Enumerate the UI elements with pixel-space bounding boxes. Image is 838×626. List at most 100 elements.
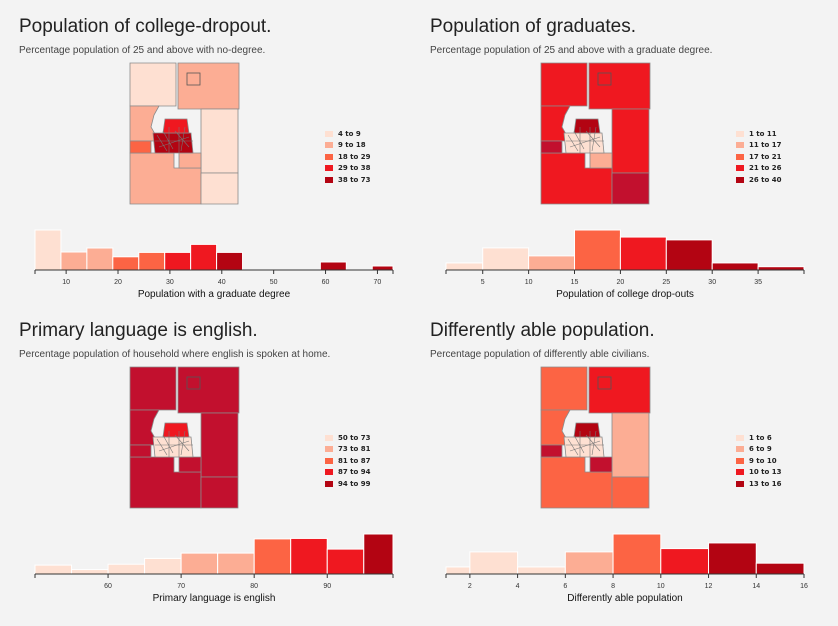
- x-tick-label: 6: [563, 583, 567, 590]
- x-tick-label: 30: [708, 279, 716, 286]
- histogram-bar: [290, 537, 328, 575]
- legend-label: 94 to 99: [338, 479, 371, 488]
- legend-swatch: [736, 469, 744, 475]
- x-tick-label: 40: [218, 279, 226, 286]
- legend-item: 4 to 9: [325, 128, 371, 139]
- legend-label: 9 to 18: [338, 141, 366, 149]
- map-region: [588, 62, 651, 110]
- legend: 4 to 9 9 to 18 18 to 29 29 to 38 38 to 73: [325, 128, 371, 186]
- x-tick-label: 30: [166, 279, 174, 286]
- choropleth-map: [540, 62, 651, 205]
- histogram-bar: [86, 247, 114, 271]
- x-tick-label: 12: [705, 583, 713, 590]
- histogram-bar: [755, 562, 805, 575]
- legend-label: 73 to 81: [338, 445, 371, 453]
- legend-item: 38 to 73: [325, 174, 371, 185]
- map-region: [152, 436, 194, 458]
- histogram-bar: [660, 548, 710, 575]
- histogram-bar: [711, 262, 759, 271]
- panel-title: Population of college-dropout.: [19, 16, 272, 37]
- map-region: [200, 108, 239, 174]
- histogram-bar: [528, 255, 576, 271]
- x-tick-label: 10: [62, 279, 70, 286]
- histogram-bar: [107, 563, 146, 575]
- x-tick-label: 8: [611, 583, 615, 590]
- map-street: [156, 134, 168, 152]
- map-street: [174, 434, 190, 452]
- map-street: [591, 126, 597, 152]
- histogram-bar: [517, 566, 566, 575]
- histogram-bar: [319, 261, 347, 271]
- map-region: [162, 118, 190, 134]
- x-tick-label: 60: [104, 583, 112, 590]
- legend-item: 13 to 16: [736, 478, 782, 489]
- map-region: [540, 62, 588, 107]
- histogram-bar: [445, 566, 471, 575]
- map-region: [563, 436, 605, 458]
- legend-swatch: [736, 434, 744, 441]
- map-region: [588, 366, 651, 414]
- legend-label: 18 to 29: [338, 152, 371, 161]
- histogram: 2 4 6 8 10 12 14 16 Differently able population: [445, 533, 808, 604]
- histogram-bar: [363, 533, 394, 575]
- histogram: 60 70 80 90 Primary language is english: [34, 533, 394, 604]
- panel-subtitle: Percentage population of 25 and above wi…: [430, 45, 713, 56]
- histogram-bar: [253, 538, 292, 575]
- map-region: [177, 62, 240, 110]
- map-region: [573, 118, 601, 134]
- panel-title: Population of graduates.: [430, 16, 636, 37]
- histogram-bar: [34, 229, 62, 271]
- map-region: [611, 412, 650, 478]
- panel-primary-language: Primary language is english. Percentage …: [19, 320, 419, 620]
- histogram-bar: [190, 243, 218, 271]
- panel-subtitle: Percentage population of household where…: [19, 349, 331, 360]
- histogram-bar: [164, 251, 192, 271]
- x-tick-label: 14: [752, 583, 760, 590]
- legend-item: 87 to 94: [325, 467, 371, 478]
- legend-item: 29 to 38: [325, 163, 371, 174]
- histogram-bar: [564, 551, 614, 575]
- histogram-bar: [612, 533, 662, 575]
- legend-label: 29 to 38: [338, 164, 371, 172]
- map-region: [563, 132, 605, 154]
- histogram-bar: [708, 542, 757, 575]
- panel-differently-able: Differently able population. Percentage …: [430, 320, 830, 620]
- map-region: [573, 422, 601, 438]
- panel-subtitle: Percentage population of 25 and above wi…: [19, 45, 266, 56]
- legend-item: 11 to 17: [736, 140, 782, 151]
- legend-item: 21 to 26: [736, 163, 782, 174]
- legend: 1 to 6 6 to 9 9 to 10 10 to 13 13 to 16: [736, 432, 782, 490]
- map-street: [180, 430, 186, 456]
- map-landmark: [186, 376, 201, 390]
- map-street: [573, 130, 585, 150]
- x-tick-label: 15: [571, 279, 579, 286]
- histogram-bar: [112, 256, 140, 271]
- x-tick-label: 50: [270, 279, 278, 286]
- panel-college-dropout: Population of college-dropout. Percentag…: [19, 16, 419, 316]
- x-tick-label: 4: [516, 583, 520, 590]
- choropleth-map: [129, 366, 240, 509]
- legend-item: 1 to 6: [736, 432, 782, 443]
- x-tick-label: 70: [374, 279, 382, 286]
- legend-item: 9 to 18: [325, 140, 371, 151]
- map-region: [540, 444, 563, 458]
- x-axis-label: Population of college drop-outs: [556, 289, 694, 300]
- map-region: [200, 172, 239, 205]
- map-street: [567, 134, 579, 152]
- legend-item: 10 to 13: [736, 467, 782, 478]
- map-street: [174, 130, 190, 148]
- legend-label: 21 to 26: [749, 164, 782, 172]
- legend-swatch: [736, 446, 744, 452]
- legend-swatch: [736, 176, 744, 183]
- x-axis-label: Primary language is english: [153, 593, 276, 604]
- histogram-bar: [217, 552, 255, 575]
- panel-title: Differently able population.: [430, 320, 655, 341]
- map-region: [152, 132, 194, 154]
- legend-swatch: [736, 142, 744, 148]
- legend-item: 1 to 11: [736, 128, 782, 139]
- legend-label: 17 to 21: [749, 152, 782, 161]
- histogram-bar: [482, 247, 530, 271]
- map-region: [129, 140, 152, 154]
- legend-label: 50 to 73: [338, 433, 371, 442]
- legend: 50 to 73 73 to 81 81 to 87 87 to 94 94 to 99: [325, 432, 371, 490]
